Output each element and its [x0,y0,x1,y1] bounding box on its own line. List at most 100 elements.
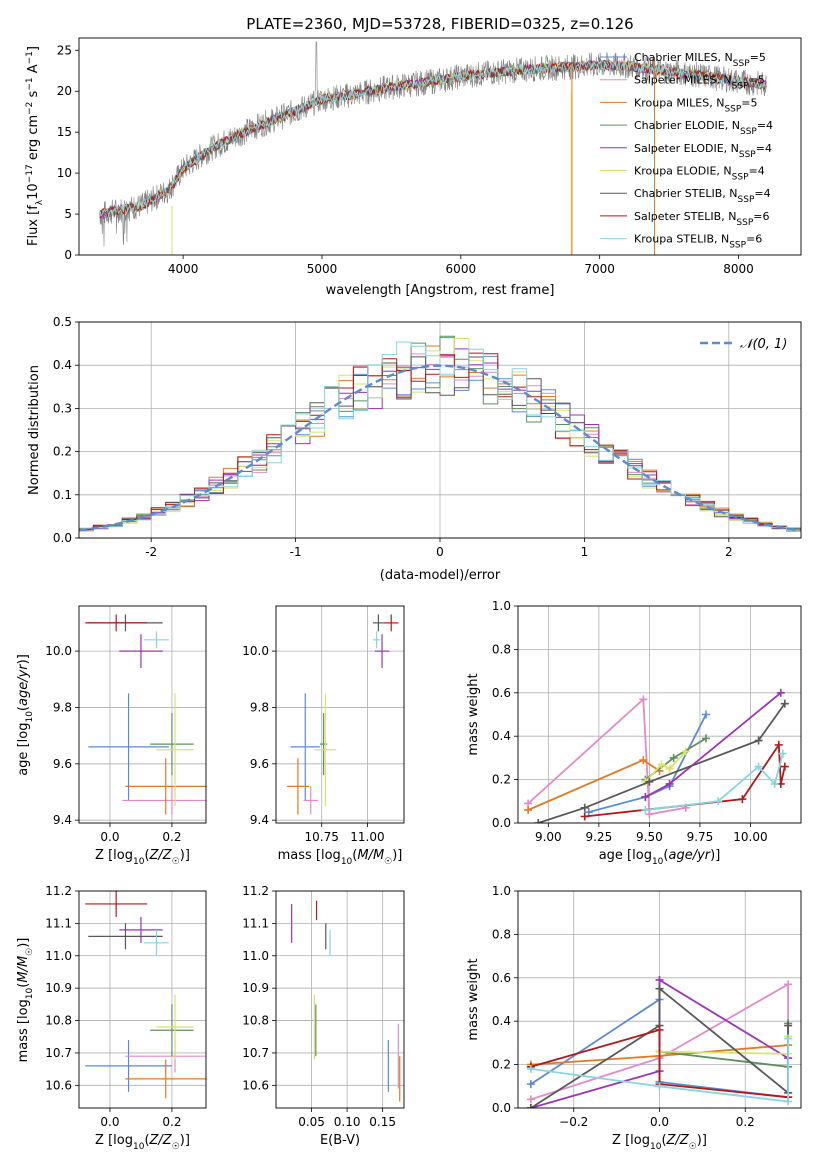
y-axis-label: Flux [fλ10−17 erg cm−2 s−1 A−1] [25,46,45,246]
label-part: 10 [341,857,353,867]
series-marker [526,1064,535,1073]
series-marker [657,760,666,769]
label-part: age [log [16,723,31,776]
series-marker [714,797,723,806]
y-tick-label: 0.4 [492,729,511,743]
label-part: )] [697,1133,707,1148]
label-part: ☉ [384,857,392,867]
x-tick-label: −0.2 [559,1115,588,1129]
series-line [530,1038,789,1103]
y-tick-label: 0.6 [492,971,511,985]
label-part: age/yr [668,848,711,863]
series-marker [655,975,664,984]
y-tick-label: 10.8 [45,1014,72,1028]
label-part: λ [35,199,45,205]
series-marker [784,1021,793,1030]
series-marker [681,747,690,756]
label-part: −17 [25,164,35,183]
label-part: ☉ [25,948,35,956]
figure-title: PLATE=2360, MJD=53728, FIBERID=0325, z=0… [246,15,633,33]
series-marker [701,710,710,719]
weight_vs_Z-series [526,975,793,1108]
y-tick-label: 10.0 [242,644,269,658]
y-tick-label: 9.6 [250,757,269,771]
legend-entry-label: Salpeter ELODIE, NSSP=4 [634,142,772,160]
series-marker [665,779,674,788]
y-tick-label: 5 [64,207,72,221]
y-tick-label: 0.5 [53,315,72,329]
x-axis-label: Z [log10(Z/Z☉)] [95,1133,190,1152]
legend-entry-label: Salpeter MILES, NSSP=5 [634,74,765,92]
series-marker [655,1082,664,1091]
gaussian-curve [79,364,801,532]
x-tick-label: 9.50 [636,830,663,844]
age_vs_Z-points [85,614,206,815]
series-marker [526,1080,535,1089]
x-axis-label: Z [log10(Z/Z☉)] [95,848,190,867]
series-marker [784,1034,793,1043]
label-part: Z/Z [149,848,173,863]
histogram-group [79,335,801,533]
y-axis-label: age [log10(age/yr)] [16,654,35,776]
label-part: A [26,64,41,77]
x-axis-label: age [log10(age/yr)] [599,848,721,867]
y-tick-label: 10.9 [242,981,269,995]
label-part: SSP [736,218,753,228]
label-part: Z/Z [666,1133,690,1148]
label-part: =4 [756,142,772,155]
series-marker [645,777,654,786]
axes-frame [78,321,802,539]
x-tick-label: 10.75 [305,830,339,844]
series-line [644,692,782,798]
label-part: )] [180,1133,190,1148]
x-tick-label: 9.25 [585,830,612,844]
x-tick-label: -1 [290,545,302,559]
x-tick-label: 5000 [307,262,338,276]
y-tick-label: 0.0 [53,531,72,545]
y-tick-label: 0.8 [492,927,511,941]
label-part: −1 [25,51,35,64]
y-tick-label: 0.6 [492,686,511,700]
x-tick-label: 0.0 [100,1115,119,1129]
legend-entry-label: Kroupa MILES, NSSP=5 [634,96,758,114]
legend-entry-label: Chabrier MILES, NSSP=5 [634,51,766,69]
x-tick-label: 0.15 [369,1115,396,1129]
axes-frame [78,605,207,824]
axes-frame [275,605,405,824]
residuals-axes: -2 -1 0 1 2 0.0 0.1 0.2 0.3 0.4 0.5 [53,315,801,559]
x-tick-label: 8000 [723,262,754,276]
y-tick-label: 20 [57,84,72,98]
series-line [644,750,687,783]
label-part: s [26,90,41,101]
y-tick-label: 9.6 [53,757,72,771]
y-tick-label: 25 [57,43,72,57]
x-axis-label: (data-model)/error [380,568,501,583]
label-part: M/M [16,956,31,983]
x-tick-label: 0.10 [334,1115,361,1129]
series-marker [776,688,785,697]
label-part: −2 [25,102,35,115]
label-part: SSP [729,241,746,251]
axes-frame [275,890,405,1109]
y-axis-label: mass weight [466,958,481,1040]
y-tick-label: 11.0 [242,949,269,963]
y-axis-label: mass [log10(M/M☉)] [16,938,35,1063]
x-tick-label: 6000 [446,262,477,276]
y-tick-label: 10.6 [45,1078,72,1092]
label-part: )] [16,938,31,948]
weight_vs_age-series [524,688,789,823]
x-tick-label: 0.2 [736,1115,755,1129]
y-tick-label: 11.2 [242,884,269,898]
label-part: 10 [25,987,35,999]
series-marker [754,762,763,771]
series-marker [645,810,654,819]
y-tick-label: 11.0 [45,949,72,963]
label-part: age [log [599,848,652,863]
series-marker [526,1095,535,1104]
series-marker [784,1097,793,1106]
x-tick-label: 0.05 [298,1115,325,1129]
x-tick-label: -2 [145,545,157,559]
label-part: SSP [738,195,755,205]
label-part: M/M [357,848,384,863]
spectrum-axes: 4000 5000 6000 7000 8000 0 5 10 15 20 25 [57,43,754,276]
